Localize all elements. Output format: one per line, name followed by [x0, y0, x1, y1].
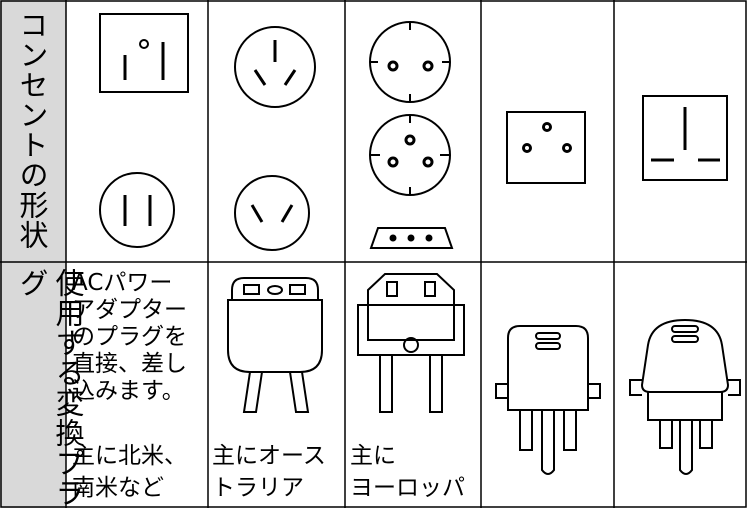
text-line: ヨーロッパ	[350, 475, 465, 501]
text-line: 南米など	[72, 475, 164, 501]
text-line: のプラグを	[72, 324, 187, 350]
text-line: 主に	[350, 443, 396, 469]
text-line: アダプター	[72, 297, 187, 323]
text-line: ACパワー	[72, 270, 173, 296]
row-header: コンセントの形状	[15, 10, 49, 250]
text-line: 込みます。	[72, 378, 185, 404]
text-line: 主に北米、	[72, 443, 187, 469]
text-line: 主にオース	[212, 443, 326, 469]
row-header: 使用する変換プラグ	[15, 268, 85, 508]
text-line: トラリア	[212, 475, 304, 501]
text-line: 直接、差し	[72, 351, 187, 377]
